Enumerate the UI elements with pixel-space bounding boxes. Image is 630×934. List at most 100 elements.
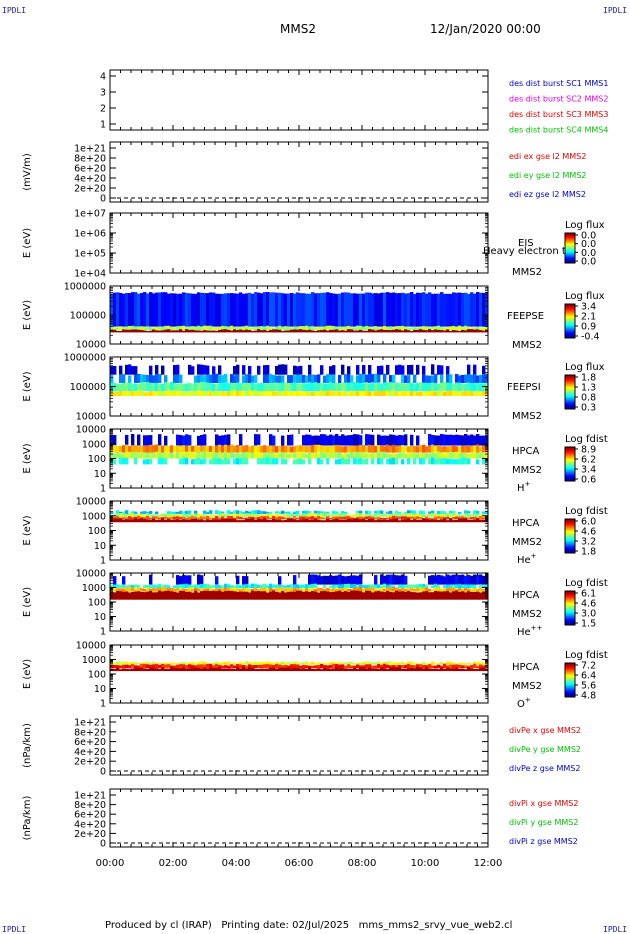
heatmap-cell — [269, 583, 273, 589]
heatmap-cell — [371, 445, 375, 453]
heatmap-cell — [242, 326, 246, 331]
colorbar-cell — [565, 328, 575, 331]
heatmap-cell — [125, 457, 129, 465]
heatmap-cell — [368, 514, 372, 517]
heatmap-cell — [245, 576, 249, 585]
heatmap-cell — [236, 664, 240, 669]
heatmap-cell — [251, 665, 255, 669]
heatmap-cell — [206, 445, 210, 453]
heatmap-cell — [431, 585, 435, 589]
heatmap-cell — [377, 510, 381, 514]
heatmap-cell — [371, 587, 375, 592]
heatmap-cell — [371, 662, 375, 665]
colorbar-frame — [564, 518, 576, 554]
colorbar-cell — [565, 249, 575, 251]
heatmap-cell — [257, 329, 261, 333]
heatmap-cell — [458, 458, 462, 465]
colorbar-cell — [565, 466, 575, 468]
colorbar-tick-label: 3.4 — [581, 465, 596, 476]
heatmap-cell — [335, 584, 339, 589]
heatmap-cell — [131, 383, 135, 392]
heatmap-cell — [218, 511, 222, 514]
heatmap-cell — [431, 592, 435, 600]
heatmap-cell — [281, 458, 285, 465]
heatmap-cell — [284, 390, 288, 396]
heatmap-cell — [266, 516, 270, 520]
heatmap-cell — [479, 392, 483, 396]
heatmap-cell — [245, 452, 249, 459]
y-tick-label: 1e+21 — [74, 718, 106, 729]
colorbar-cell — [565, 476, 575, 478]
heatmap-cell — [254, 517, 258, 520]
heatmap-cell — [155, 511, 159, 514]
heatmap-cell — [428, 375, 432, 383]
heatmap-cell — [395, 365, 399, 375]
colorbar-frame — [564, 232, 576, 264]
panel-frame — [109, 715, 489, 776]
y-tick-label: 0 — [100, 194, 106, 205]
heatmap-cell — [293, 326, 297, 331]
heatmap-cell — [455, 590, 459, 600]
heatmap-cell — [155, 326, 159, 331]
heatmap-cell — [203, 293, 207, 327]
heatmap-cell — [407, 668, 411, 672]
heatmap-cell — [275, 511, 279, 514]
colorbar-cell — [565, 327, 575, 330]
heatmap-cell — [206, 511, 210, 514]
heatmap-cell — [437, 591, 441, 600]
heatmap-cell — [461, 516, 465, 520]
heatmap-cell — [233, 517, 237, 520]
heatmap-cell — [197, 574, 201, 585]
heatmap-cell — [131, 445, 135, 453]
heatmap-cell — [323, 383, 327, 392]
heatmap-cell — [428, 517, 432, 520]
heatmap-cell — [350, 327, 354, 331]
heatmap-cell — [140, 592, 144, 600]
footer-script: mms_mms2_srvy_vue_web2.cl — [358, 920, 513, 931]
heatmap-cell — [230, 585, 234, 589]
heatmap-cell — [332, 584, 336, 589]
heatmap-cell — [323, 513, 327, 517]
heatmap-cell — [236, 293, 240, 327]
heatmap-cell — [110, 445, 114, 453]
colorbar-tick-label: 6.0 — [581, 517, 596, 528]
heatmap-cell — [287, 668, 291, 672]
heatmap-cell — [269, 520, 273, 523]
heatmap-cell — [164, 375, 168, 383]
colorbar-cell — [565, 547, 575, 549]
heatmap-cell — [239, 383, 243, 392]
y-axis-label: (mV/m) — [22, 153, 33, 191]
heatmap-cell — [134, 591, 138, 600]
heatmap-cell — [188, 516, 192, 520]
heatmap-cell — [152, 452, 156, 459]
heatmap-cell — [329, 588, 333, 592]
heatmap-cell — [125, 585, 129, 589]
colorbar-cell — [565, 546, 575, 548]
heatmap-cell — [305, 383, 309, 392]
heatmap-cell — [377, 664, 381, 669]
heatmap-cell — [317, 513, 321, 517]
heatmap-cell — [362, 592, 366, 600]
heatmap-cell — [287, 511, 291, 514]
heatmap-cell — [158, 517, 162, 520]
heatmap-cell — [182, 519, 186, 523]
colorbar-cell — [565, 667, 575, 670]
heatmap-cell — [305, 661, 309, 665]
heatmap-cell — [371, 668, 375, 672]
heatmap-cell — [233, 453, 237, 459]
heatmap-cell — [323, 329, 327, 333]
heatmap-cell — [176, 587, 180, 592]
heatmap-cell — [362, 667, 366, 672]
heatmap-cell — [404, 516, 408, 520]
heatmap-cell — [332, 663, 336, 669]
heatmap-cell — [215, 510, 219, 514]
y-tick-label: 3 — [100, 88, 106, 99]
colorbar-hpca_hepp: 6.14.63.01.5 — [564, 589, 596, 630]
heatmap-cell — [329, 668, 333, 672]
heatmap-cell — [299, 588, 303, 592]
heatmap-cell — [389, 458, 393, 465]
colorbar-cell — [565, 606, 575, 609]
heatmap-cell — [242, 517, 246, 520]
heatmap-cell — [425, 446, 429, 453]
species-note: Heavy electron to — [483, 246, 572, 257]
